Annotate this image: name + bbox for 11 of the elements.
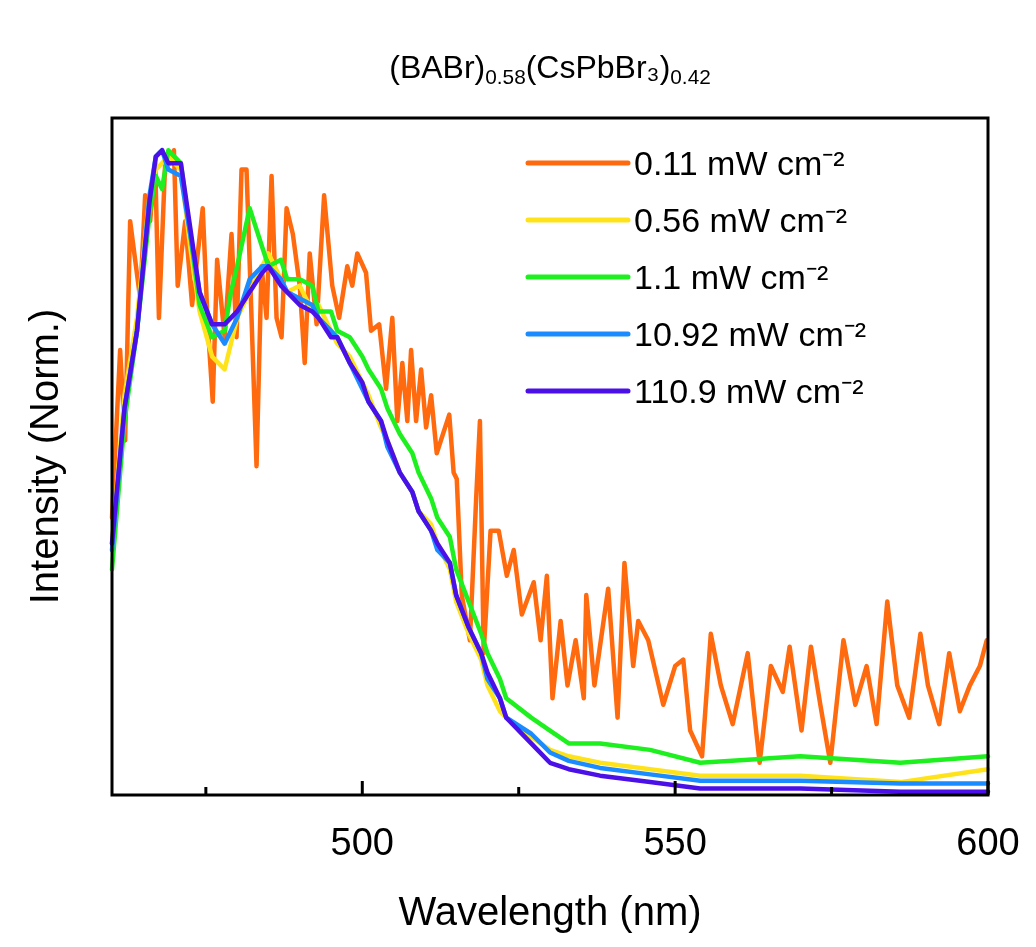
legend-label: 1.1 mW cm⁻² [634,258,829,296]
x-tick-label: 550 [643,821,707,863]
y-axis-title: Intensity (Norm.) [22,308,66,605]
legend-label: 0.11 mW cm⁻² [634,144,845,182]
x-tick-label: 500 [330,821,394,863]
x-tick-label: 600 [956,821,1020,863]
legend-label: 0.56 mW cm⁻² [634,201,848,239]
legend-label: 10.92 mW cm⁻² [634,315,867,353]
legend-label: 110.9 mW cm⁻² [634,372,864,410]
x-axis-title: Wavelength (nm) [398,889,702,933]
chart-title: (BABr)$_{0.58}$(CsPbBr₃)$_{0.42}$ [389,49,711,89]
